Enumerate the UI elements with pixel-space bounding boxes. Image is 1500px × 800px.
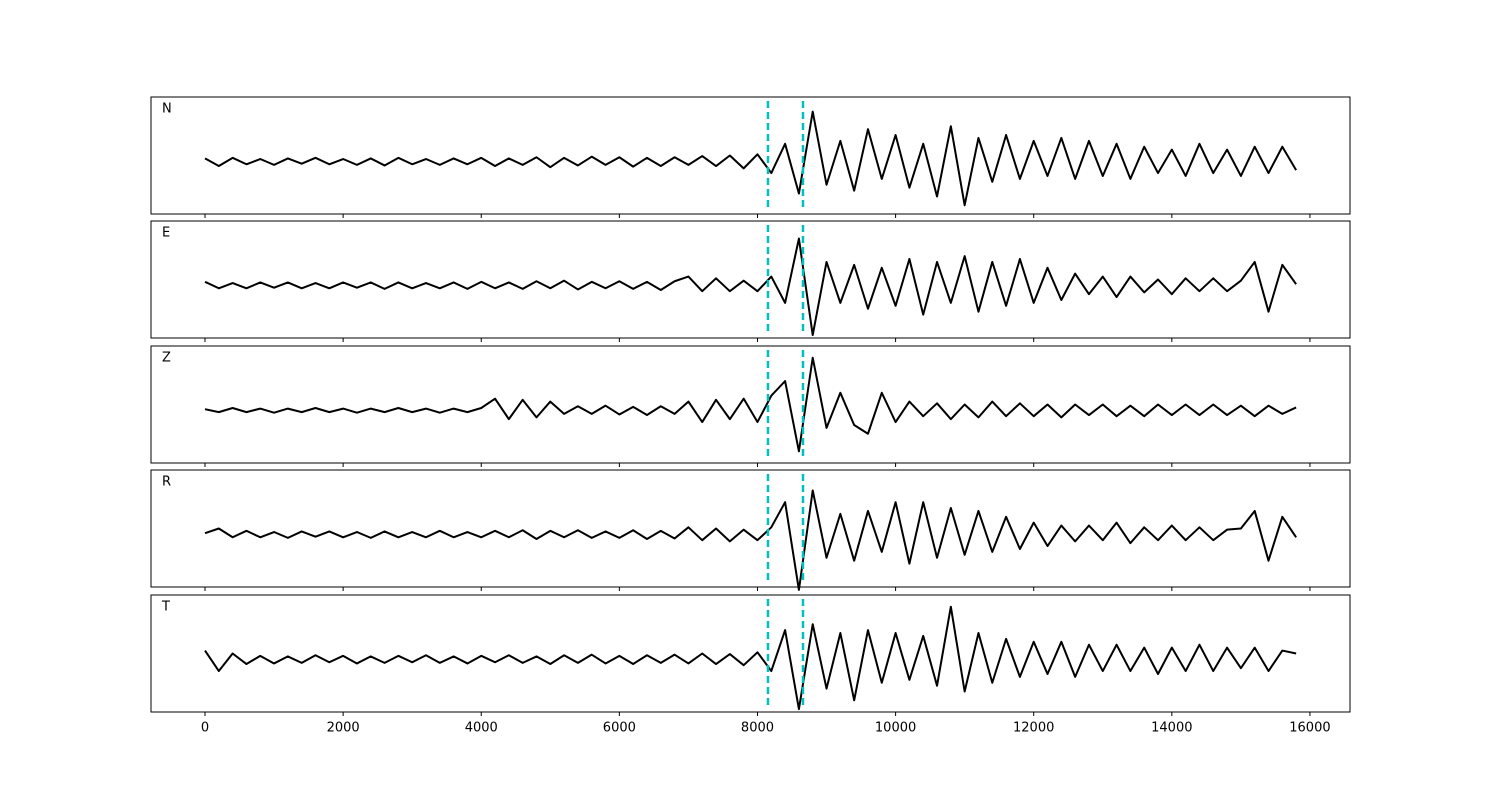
- x-tick-label: 8000: [741, 721, 774, 736]
- x-tick-label: 4000: [465, 721, 498, 736]
- x-tick-label: 14000: [1151, 721, 1192, 736]
- panel-frame: [150, 594, 1351, 713]
- trace-line: [204, 489, 1297, 591]
- trace-label: N: [162, 102, 172, 117]
- panel-frame: [150, 96, 1351, 215]
- panel-frame: [150, 220, 1351, 339]
- trace-line: [204, 237, 1297, 337]
- trace-line: [204, 605, 1297, 711]
- x-tick-label: 2000: [327, 721, 360, 736]
- x-tick-label: 12000: [1013, 721, 1054, 736]
- trace-label: E: [162, 226, 170, 241]
- x-tick-label: 6000: [603, 721, 636, 736]
- trace-label: T: [161, 600, 170, 615]
- panel-frame: [150, 345, 1351, 464]
- trace-label: R: [162, 475, 171, 490]
- x-tick-label: 16000: [1289, 721, 1330, 736]
- trace-line: [204, 356, 1297, 453]
- trace-label: Z: [162, 351, 171, 366]
- x-tick-label: 0: [201, 721, 209, 736]
- x-tick-label: 10000: [875, 721, 916, 736]
- panel-frame: [150, 469, 1351, 588]
- trace-line: [204, 110, 1297, 207]
